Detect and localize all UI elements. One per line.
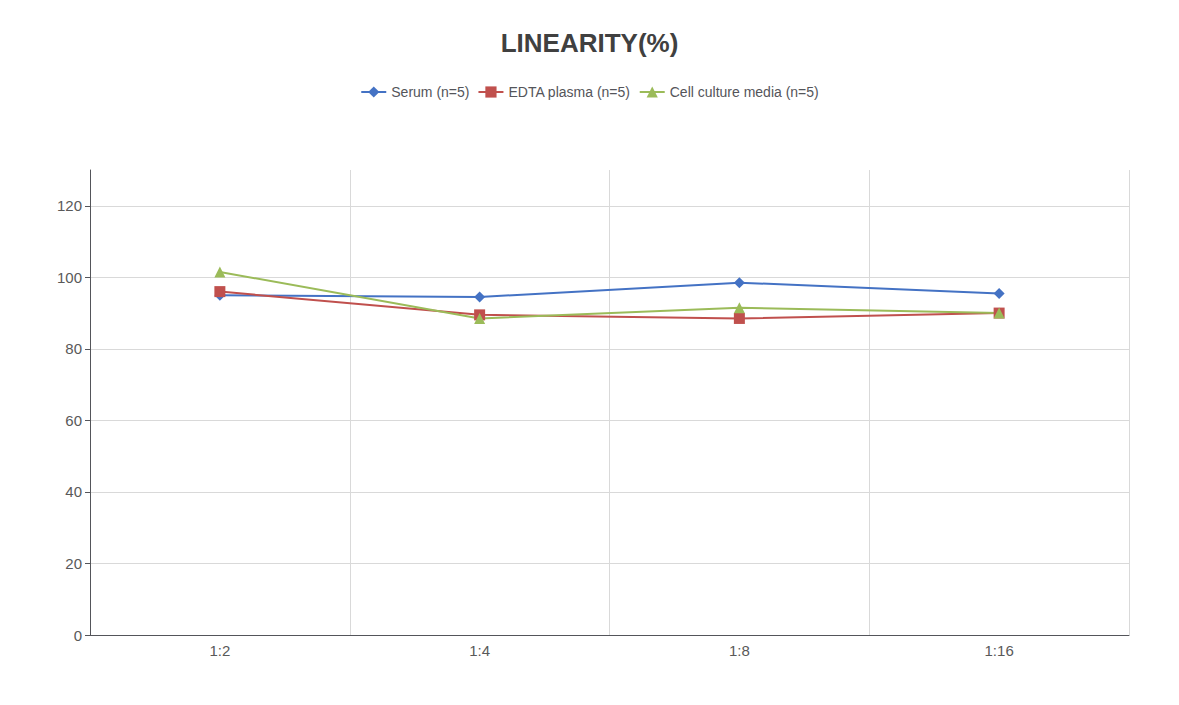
svg-text:1:16: 1:16 bbox=[985, 642, 1014, 659]
svg-text:100: 100 bbox=[57, 269, 82, 286]
svg-text:80: 80 bbox=[65, 340, 82, 357]
svg-text:40: 40 bbox=[65, 483, 82, 500]
svg-text:Cell culture media (n=5): Cell culture media (n=5) bbox=[670, 84, 819, 100]
svg-text:1:8: 1:8 bbox=[729, 642, 750, 659]
svg-text:60: 60 bbox=[65, 412, 82, 429]
svg-text:LINEARITY(%): LINEARITY(%) bbox=[501, 28, 679, 58]
svg-text:120: 120 bbox=[57, 197, 82, 214]
svg-text:1:4: 1:4 bbox=[469, 642, 490, 659]
svg-text:0: 0 bbox=[74, 627, 82, 644]
svg-text:Serum (n=5): Serum (n=5) bbox=[391, 84, 469, 100]
svg-text:EDTA plasma (n=5): EDTA plasma (n=5) bbox=[508, 84, 630, 100]
svg-text:1:2: 1:2 bbox=[209, 642, 230, 659]
svg-text:20: 20 bbox=[65, 555, 82, 572]
